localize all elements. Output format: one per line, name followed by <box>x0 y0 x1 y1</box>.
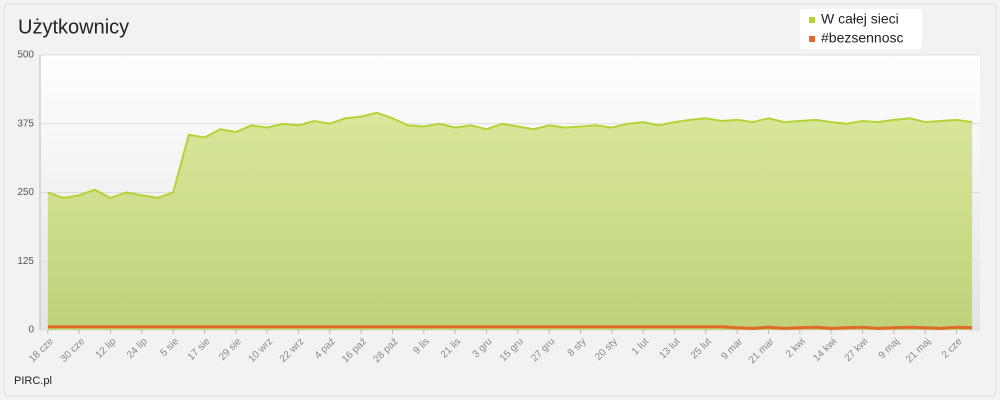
y-tick-label: 125 <box>17 256 34 267</box>
line <box>47 111 973 200</box>
legend-swatch <box>809 36 815 42</box>
legend-label: W całej sieci <box>821 11 899 27</box>
chart-title: Użytkownicy <box>18 16 129 38</box>
legend-swatch <box>809 17 815 23</box>
legend-label: #bezsennosc <box>821 30 904 46</box>
y-tick-label: 0 <box>28 325 34 336</box>
legend-box <box>800 9 922 49</box>
legend: W całej sieci #bezsennosc <box>800 9 922 49</box>
y-tick-label: 375 <box>17 118 34 129</box>
line <box>47 325 973 330</box>
y-tick-label: 500 <box>17 50 34 61</box>
area <box>47 112 973 330</box>
frame <box>3 3 997 397</box>
y-tick-label: 250 <box>17 187 34 198</box>
footer: PIRC.pl <box>14 375 52 387</box>
